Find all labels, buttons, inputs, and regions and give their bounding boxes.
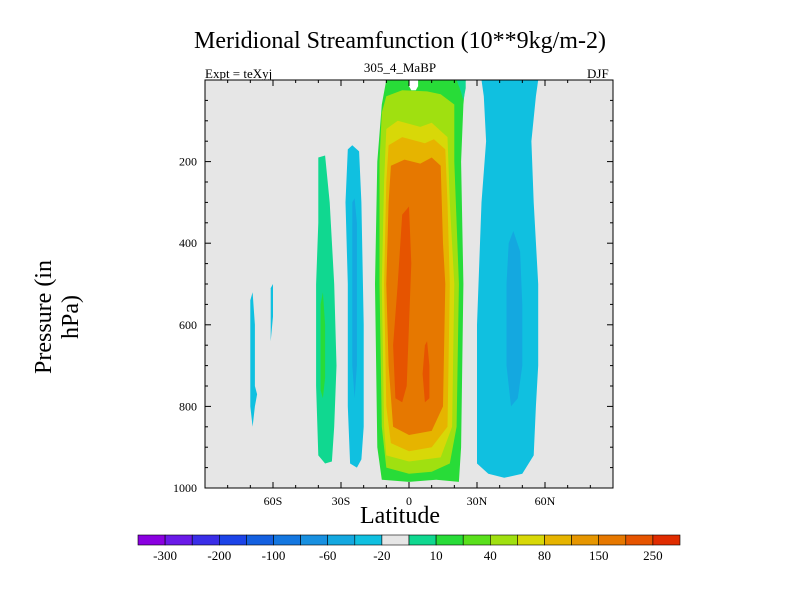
- contour-region-redorange-cell-west: [393, 206, 412, 403]
- colorbar-swatch: [381, 534, 410, 546]
- y-axis-label: Pressure (in hPa): [31, 260, 84, 374]
- colorbar-swatch: [219, 534, 247, 546]
- colorbar-label: 80: [538, 548, 551, 563]
- x-tick-label: 60N: [535, 494, 556, 508]
- colorbar-swatch: [571, 534, 599, 546]
- colorbar-label: -300: [153, 548, 178, 563]
- colorbar-swatch: [435, 534, 464, 546]
- colorbar-swatch: [598, 534, 627, 546]
- plot-area: [205, 80, 613, 488]
- contour-region-orange-cell: [386, 157, 446, 435]
- y-tick-label: 200: [179, 155, 197, 169]
- colorbar-swatch: [164, 534, 193, 546]
- contour-region-blue-core-south: [352, 198, 357, 399]
- x-tick-label: 0: [406, 494, 412, 508]
- colorbar-swatch: [517, 534, 545, 546]
- contour-region-green-core-south: [320, 292, 326, 399]
- colorbar-swatch: [327, 534, 356, 546]
- colorbar-swatch: [462, 534, 491, 546]
- colorbar-label: -60: [319, 548, 337, 563]
- run-label: 305_4_MaBP: [363, 60, 437, 75]
- contour-fills: [250, 80, 539, 482]
- colorbar-swatch: [300, 534, 329, 546]
- chart-title: Meridional Streamfunction (10**9kg/m-2): [194, 28, 606, 54]
- colorbar: [137, 534, 681, 546]
- colorbar-swatch: [625, 534, 654, 546]
- y-tick-label: 1000: [173, 481, 197, 495]
- colorbar-swatch: [246, 534, 274, 546]
- experiment-label: Expt = teXyj: [205, 66, 273, 81]
- colorbar-swatch: [191, 534, 220, 546]
- colorbar-swatch: [544, 534, 572, 546]
- colorbar-label: -200: [207, 548, 232, 563]
- colorbar-label: 250: [643, 548, 663, 563]
- colorbar-swatch: [273, 534, 301, 546]
- colorbar-swatch: [652, 534, 681, 546]
- x-tick-label: 30N: [467, 494, 488, 508]
- y-tick-label: 600: [179, 318, 197, 332]
- contour-region-teal-band-north: [456, 80, 466, 101]
- contour-region-white-core: [409, 80, 419, 91]
- y-tick-label: 800: [179, 399, 197, 413]
- colorbar-label: 40: [483, 548, 497, 563]
- colorbar-swatch: [408, 534, 437, 546]
- colorbar-label: -20: [373, 548, 391, 563]
- colorbar-label: 10: [429, 548, 443, 563]
- colorbar-label: 150: [588, 548, 609, 563]
- x-tick-label: 60S: [264, 494, 283, 508]
- contour-region-blue-sliver-west: [250, 292, 258, 427]
- colorbar-label: -100: [261, 548, 286, 563]
- x-axis-label: Latitude: [360, 503, 440, 529]
- colorbar-swatch: [354, 534, 383, 546]
- x-tick-label: 30S: [332, 494, 351, 508]
- contour-region-blue-inner-north: [506, 231, 523, 407]
- axes: 200 400 600 800 1000 60S 30S 0 30N 60N: [173, 79, 614, 508]
- colorbar-swatch: [137, 534, 166, 546]
- season-label: DJF: [587, 66, 609, 81]
- contour-region-redorange-cell-east: [422, 341, 430, 403]
- y-tick-label: 400: [179, 236, 197, 250]
- contour-region-blue-sliver-mid: [270, 284, 273, 342]
- colorbar-swatch: [489, 534, 518, 546]
